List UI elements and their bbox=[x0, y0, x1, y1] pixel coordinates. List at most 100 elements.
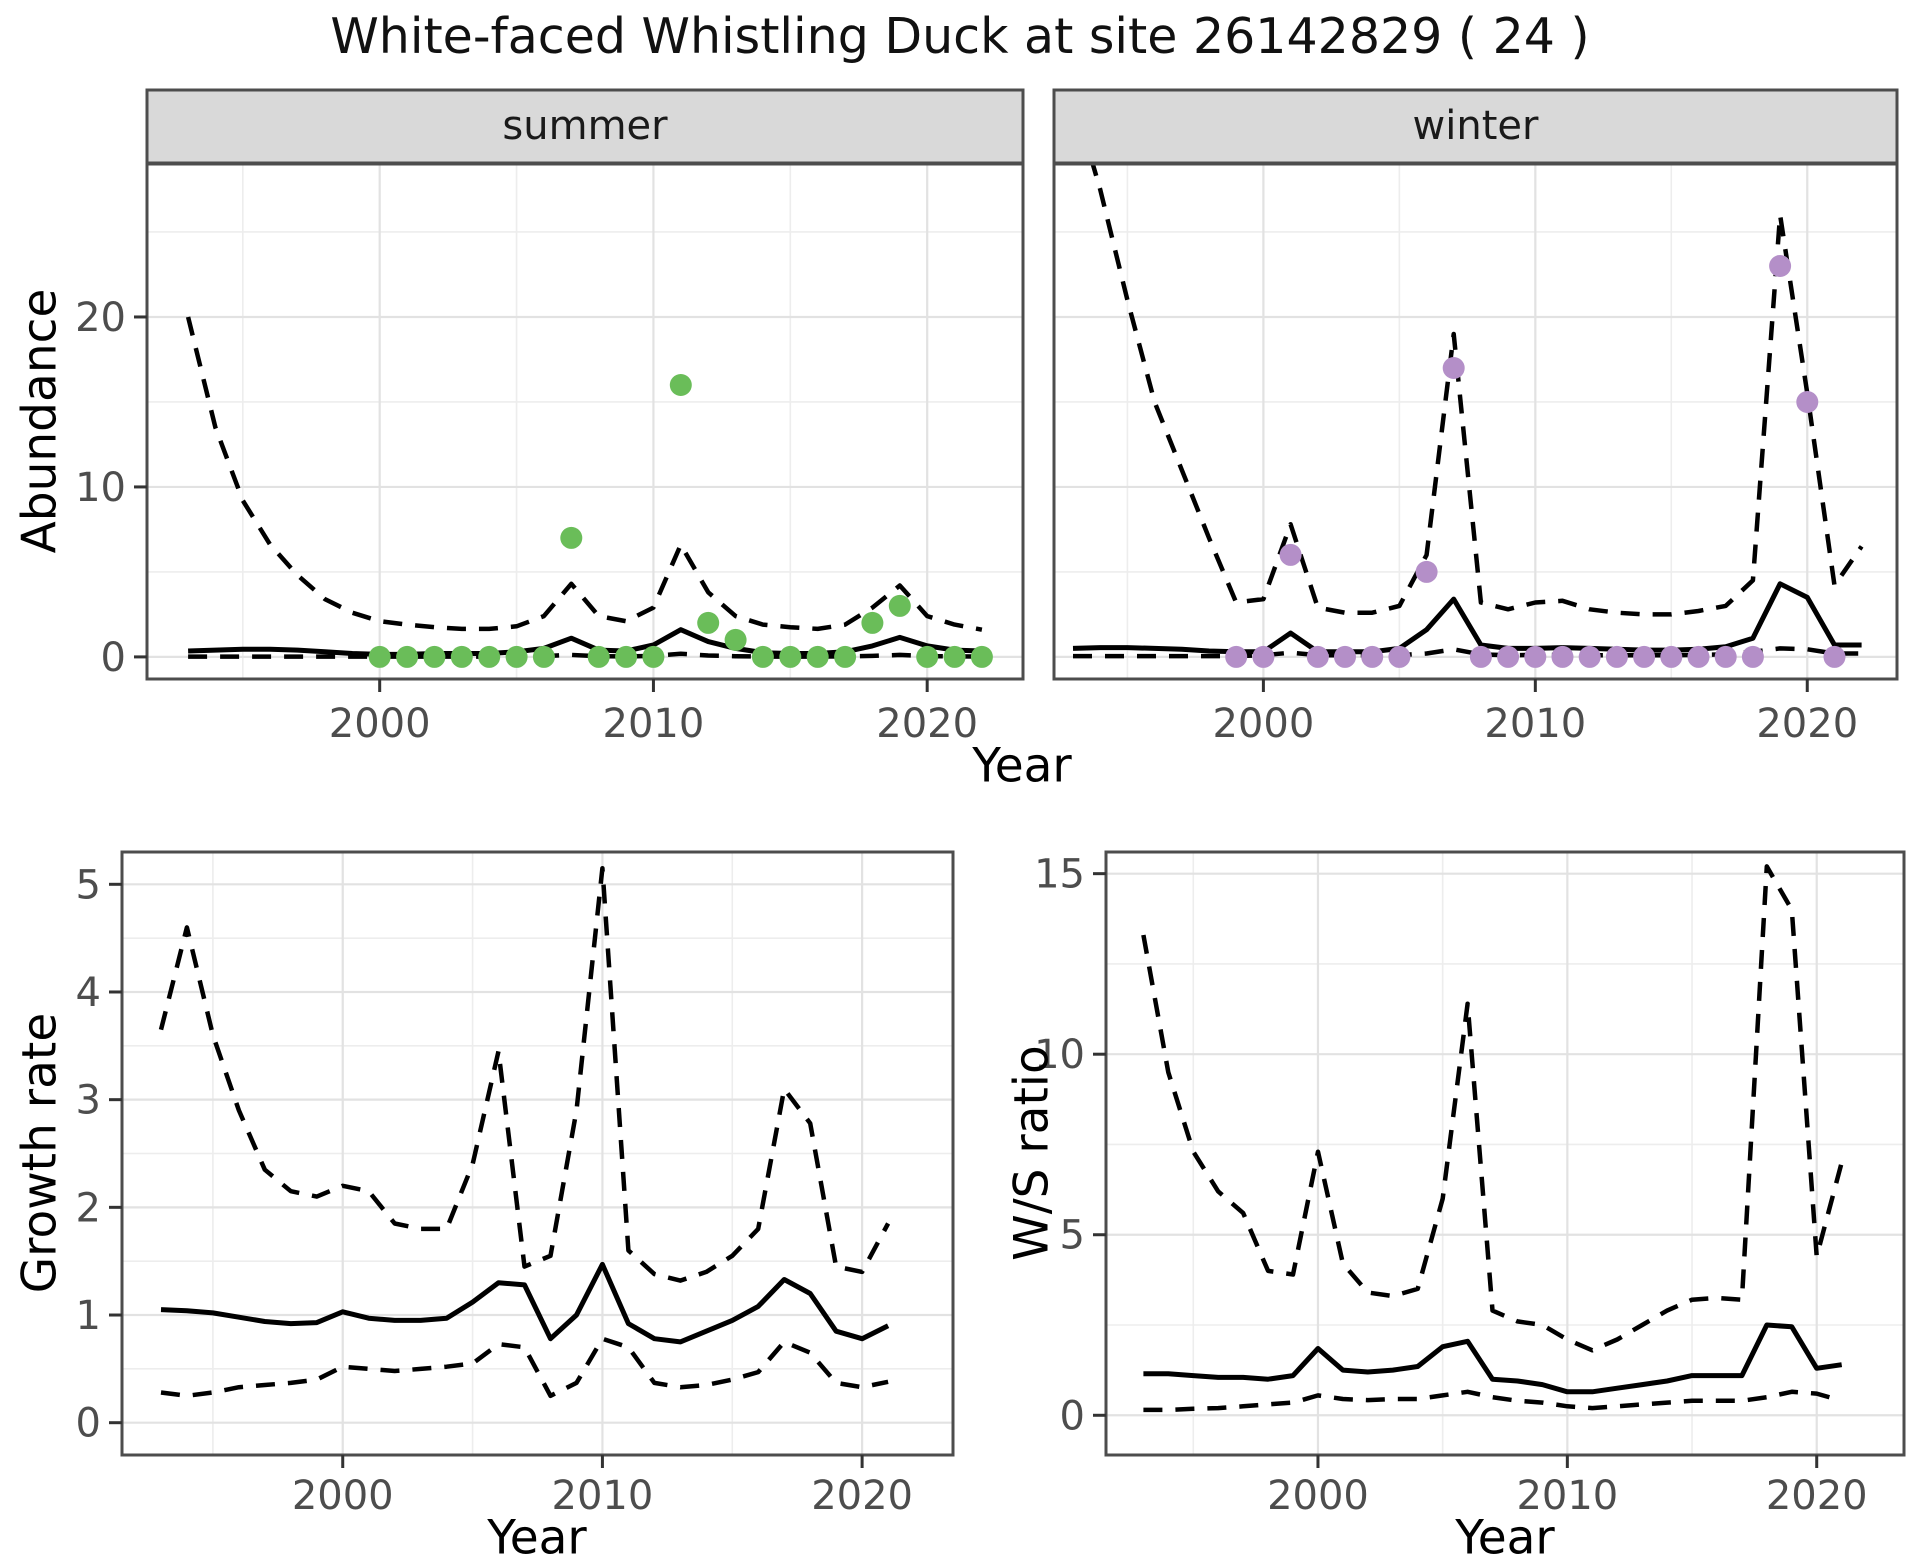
data-point-observed-counts-summer bbox=[587, 645, 610, 668]
y-tick-label: 15 bbox=[1034, 852, 1085, 898]
data-point-observed-counts-summer bbox=[532, 645, 555, 668]
data-point-observed-counts-winter bbox=[1578, 645, 1601, 668]
y-tick-label: 4 bbox=[76, 970, 101, 1016]
x-tick-label: 2020 bbox=[876, 701, 978, 747]
series-lower_ci bbox=[188, 651, 982, 659]
x-tick-label: 2000 bbox=[292, 1473, 394, 1519]
data-point-observed-counts-winter bbox=[1769, 255, 1792, 277]
data-point-observed-counts-summer bbox=[888, 594, 911, 617]
data-point-observed-counts-summer bbox=[396, 645, 419, 668]
y-axis-title-ws-ratio: W/S ratio bbox=[1004, 1045, 1060, 1261]
facet-strip-box bbox=[145, 88, 1025, 165]
data-point-observed-counts-winter bbox=[1225, 645, 1248, 668]
series-lower_ci bbox=[1143, 1389, 1843, 1413]
data-point-observed-counts-summer bbox=[724, 628, 747, 651]
y-axis-title-abundance: Abundance bbox=[12, 288, 68, 554]
data-point-observed-counts-summer bbox=[806, 645, 829, 668]
panel-ws-ratio: 2000 2010 2020 0 5 10 15 bbox=[1034, 850, 1906, 1519]
data-point-observed-counts-winter bbox=[1415, 560, 1438, 583]
data-point-observed-counts-winter bbox=[1551, 645, 1574, 668]
y-axis-title-growth-rate: Growth rate bbox=[12, 1012, 68, 1294]
data-point-observed-counts-winter bbox=[1469, 645, 1492, 668]
panel-border bbox=[1052, 162, 1899, 681]
y-tick-label: 0 bbox=[101, 635, 126, 681]
data-point-observed-counts-winter bbox=[1334, 645, 1356, 668]
panel-winter-abundance: 2000 2010 2020 bbox=[1052, 88, 1899, 747]
data-point-observed-counts-summer bbox=[697, 611, 720, 634]
y-tick-label: 5 bbox=[1060, 1213, 1085, 1259]
x-tick-label: 2020 bbox=[1756, 701, 1858, 747]
data-point-observed-counts-winter bbox=[1497, 645, 1520, 668]
series-fit bbox=[160, 1261, 890, 1345]
data-point-observed-counts-summer bbox=[368, 645, 391, 668]
data-point-observed-counts-summer bbox=[423, 645, 446, 668]
data-point-observed-counts-summer bbox=[505, 645, 528, 668]
data-point-observed-counts-summer bbox=[450, 645, 473, 668]
y-tick-label: 0 bbox=[76, 1401, 101, 1447]
data-point-observed-counts-winter bbox=[1361, 645, 1384, 668]
x-tick-label: 2020 bbox=[1766, 1473, 1868, 1519]
series-upper_ci bbox=[158, 865, 891, 1283]
x-tick-label: 2020 bbox=[811, 1473, 913, 1519]
data-point-observed-counts-summer bbox=[861, 611, 884, 634]
data-point-observed-counts-winter bbox=[1714, 645, 1737, 668]
facet-strip-summer: summer bbox=[502, 103, 668, 149]
data-point-observed-counts-summer bbox=[943, 645, 966, 668]
x-tick-label: 2000 bbox=[1267, 1473, 1369, 1519]
data-point-observed-counts-summer bbox=[560, 526, 583, 549]
x-axis-title-growth: Year bbox=[487, 1510, 587, 1560]
chart-title: White-faced Whistling Duck at site 26142… bbox=[330, 8, 1590, 65]
y-tick-label: 10 bbox=[1034, 1032, 1085, 1078]
panel-growth-rate: 2000 2010 2020 0 1 2 3 4 5 bbox=[76, 850, 955, 1519]
y-tick-label: 3 bbox=[76, 1078, 101, 1124]
data-point-observed-counts-summer bbox=[642, 645, 665, 668]
data-point-observed-counts-winter bbox=[1605, 645, 1628, 668]
data-point-observed-counts-winter bbox=[1442, 357, 1465, 379]
data-point-observed-counts-winter bbox=[1306, 645, 1329, 668]
y-tick-label: 1 bbox=[76, 1293, 101, 1339]
data-point-observed-counts-winter bbox=[1388, 645, 1411, 668]
facet-strip-box bbox=[1052, 88, 1899, 165]
series-upper_ci bbox=[1141, 864, 1844, 1353]
series-upper_ci bbox=[185, 316, 983, 632]
data-point-observed-counts-winter bbox=[1823, 645, 1846, 668]
series-upper_ci bbox=[1090, 164, 1864, 617]
data-point-observed-counts-summer bbox=[478, 645, 501, 668]
x-axis-title-ws: Year bbox=[1455, 1510, 1555, 1560]
facet-strip-winter: winter bbox=[1412, 103, 1539, 149]
x-tick-label: 2010 bbox=[603, 701, 705, 747]
x-tick-label: 2010 bbox=[1484, 701, 1586, 747]
data-point-observed-counts-winter bbox=[1741, 645, 1764, 668]
x-tick-label: 2010 bbox=[1516, 1473, 1618, 1519]
series-fit bbox=[1072, 581, 1862, 655]
data-point-observed-counts-summer bbox=[615, 645, 638, 668]
data-point-observed-counts-winter bbox=[1279, 543, 1302, 566]
panel-border bbox=[1104, 850, 1906, 1457]
data-point-observed-counts-summer bbox=[970, 645, 993, 668]
data-point-observed-counts-winter bbox=[1687, 645, 1710, 668]
x-axis-title-top: Year bbox=[972, 738, 1072, 794]
data-point-observed-counts-winter bbox=[1633, 645, 1656, 668]
data-point-observed-counts-winter bbox=[1252, 645, 1275, 668]
data-point-observed-counts-summer bbox=[779, 645, 802, 668]
data-point-observed-counts-summer bbox=[834, 645, 857, 668]
data-point-observed-counts-summer bbox=[916, 645, 939, 668]
y-tick-label: 0 bbox=[1060, 1393, 1085, 1439]
y-tick-label: 10 bbox=[75, 465, 126, 511]
x-tick-label: 2010 bbox=[552, 1473, 654, 1519]
panel-summer-abundance: 2000 2010 2020 0 10 20 bbox=[75, 88, 1025, 747]
panel-border bbox=[145, 162, 1025, 681]
data-point-observed-counts-winter bbox=[1796, 391, 1819, 413]
y-tick-label: 2 bbox=[76, 1185, 101, 1231]
data-point-observed-counts-winter bbox=[1524, 645, 1547, 668]
series-fit bbox=[1143, 1322, 1843, 1395]
y-tick-label: 5 bbox=[76, 862, 101, 908]
panel-border bbox=[120, 850, 955, 1457]
y-tick-label: 20 bbox=[75, 295, 126, 341]
x-tick-label: 2000 bbox=[329, 701, 431, 747]
x-tick-label: 2000 bbox=[1212, 701, 1314, 747]
data-point-observed-counts-summer bbox=[669, 374, 692, 396]
data-point-observed-counts-summer bbox=[751, 645, 774, 668]
